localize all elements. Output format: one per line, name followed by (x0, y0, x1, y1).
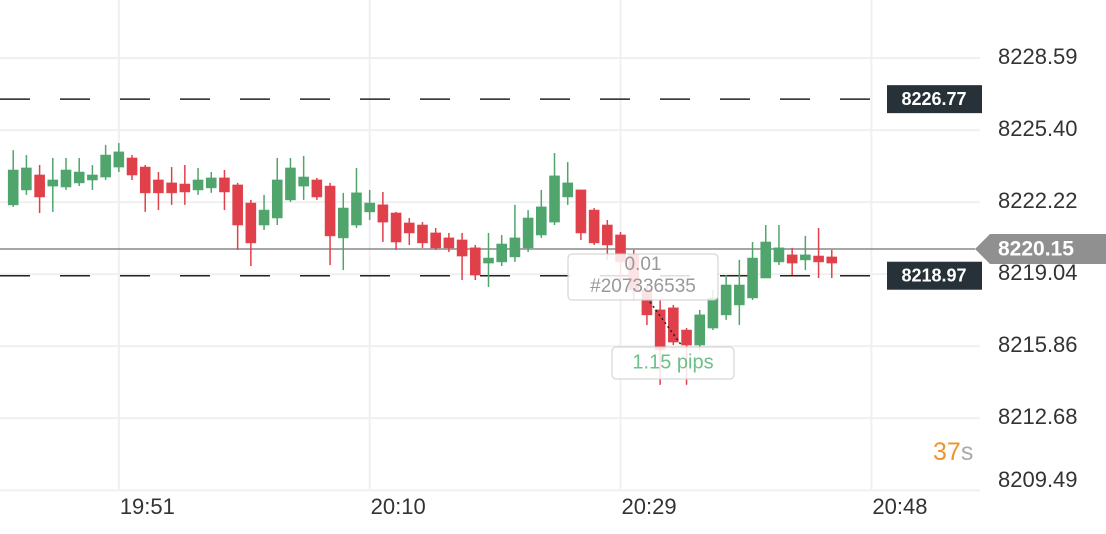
countdown-unit: s (961, 438, 974, 466)
candle-body (87, 174, 98, 181)
countdown: 37s (933, 438, 973, 466)
candle-body (60, 169, 72, 188)
candle-body (153, 179, 164, 194)
candle-body (113, 151, 125, 168)
candle-body (509, 237, 521, 258)
candle-body (602, 224, 613, 246)
candle-body (536, 206, 547, 236)
order-link (649, 301, 683, 347)
candle-body (483, 257, 494, 264)
level-label: 8218.97 (901, 265, 966, 285)
candle-body (179, 183, 191, 193)
level-label-box (887, 85, 982, 114)
candle-body (73, 171, 85, 184)
candle-body (351, 192, 362, 226)
candle-body (232, 184, 243, 226)
candle-body (469, 247, 481, 276)
candle-body (826, 256, 838, 264)
x-tick-label: 19:51 (120, 494, 175, 519)
candle-body (443, 237, 455, 249)
y-tick-label: 8212.68 (998, 404, 1078, 429)
candle-body (588, 209, 600, 244)
order-tooltip (567, 253, 719, 301)
candle-body (786, 254, 798, 264)
candle-body (456, 239, 468, 257)
candle-body (298, 176, 309, 187)
y-tick-label: 8209.49 (998, 467, 1078, 492)
overlay: 8226.77 8218.97 8220.15 0.01#207336535 1.15 … (567, 85, 1106, 466)
candle-body (258, 209, 270, 226)
pips-label: 1.15 pips (632, 351, 713, 373)
candle-body (271, 179, 283, 219)
candle-body (139, 166, 151, 194)
candle-body (377, 204, 389, 223)
candle-body (522, 217, 534, 249)
candle-body (285, 167, 296, 201)
candle-body (403, 222, 415, 234)
candle-body (337, 207, 349, 239)
candle-body (496, 243, 508, 263)
candle-body (562, 182, 574, 198)
y-tick-label: 8228.59 (998, 44, 1078, 69)
candle-body (166, 182, 177, 194)
price-label: 8220.15 (998, 238, 1074, 261)
candle-body (549, 175, 560, 223)
candle-body (324, 185, 336, 237)
y-tick-label: 8225.40 (998, 116, 1078, 141)
candle-body (7, 169, 19, 206)
price-label-box (975, 234, 1106, 265)
y-tick-label: 8222.22 (998, 188, 1078, 213)
candle-body (245, 202, 257, 244)
candle-body (707, 297, 719, 329)
candle-body (747, 257, 758, 299)
candle-body (773, 247, 785, 263)
y-tick-label: 8219.04 (998, 260, 1078, 285)
candle-body (681, 329, 692, 346)
order-id: #207336535 (590, 276, 696, 297)
plot (0, 98, 975, 385)
candle-body (34, 174, 45, 198)
x-tick-label: 20:10 (371, 494, 426, 519)
y-tick-label: 8215.86 (998, 332, 1078, 357)
grid: 8228.59 8225.40 8222.22 8219.04 8215.86 8212.… (0, 0, 1078, 519)
x-tick-label: 20:29 (622, 494, 677, 519)
candle-body (654, 309, 666, 351)
candle-body (694, 314, 706, 346)
candle-body (417, 224, 428, 244)
candle-body (813, 255, 824, 263)
candle-body (192, 179, 204, 191)
candle-body (430, 232, 441, 249)
candle-body (205, 177, 217, 189)
candle-body (47, 179, 59, 187)
candle-body (219, 177, 230, 193)
candle-body (126, 157, 138, 176)
candle-body (311, 179, 323, 198)
candle-body (21, 167, 32, 191)
candle-body (668, 307, 679, 343)
candle-body (720, 284, 732, 316)
candle-body (390, 212, 402, 243)
x-tick-label: 20:48 (872, 494, 927, 519)
candle-body (364, 202, 375, 213)
candle-body (100, 154, 111, 178)
candle-body (734, 284, 745, 306)
level-label: 8226.77 (901, 89, 966, 109)
level-label-box (887, 261, 982, 290)
pips-tooltip (611, 346, 735, 380)
order-volume: 0.01 (625, 254, 662, 275)
countdown-value: 37 (933, 438, 961, 466)
candle-body (800, 254, 811, 261)
candle-body (575, 189, 587, 234)
candle-body (760, 241, 772, 279)
